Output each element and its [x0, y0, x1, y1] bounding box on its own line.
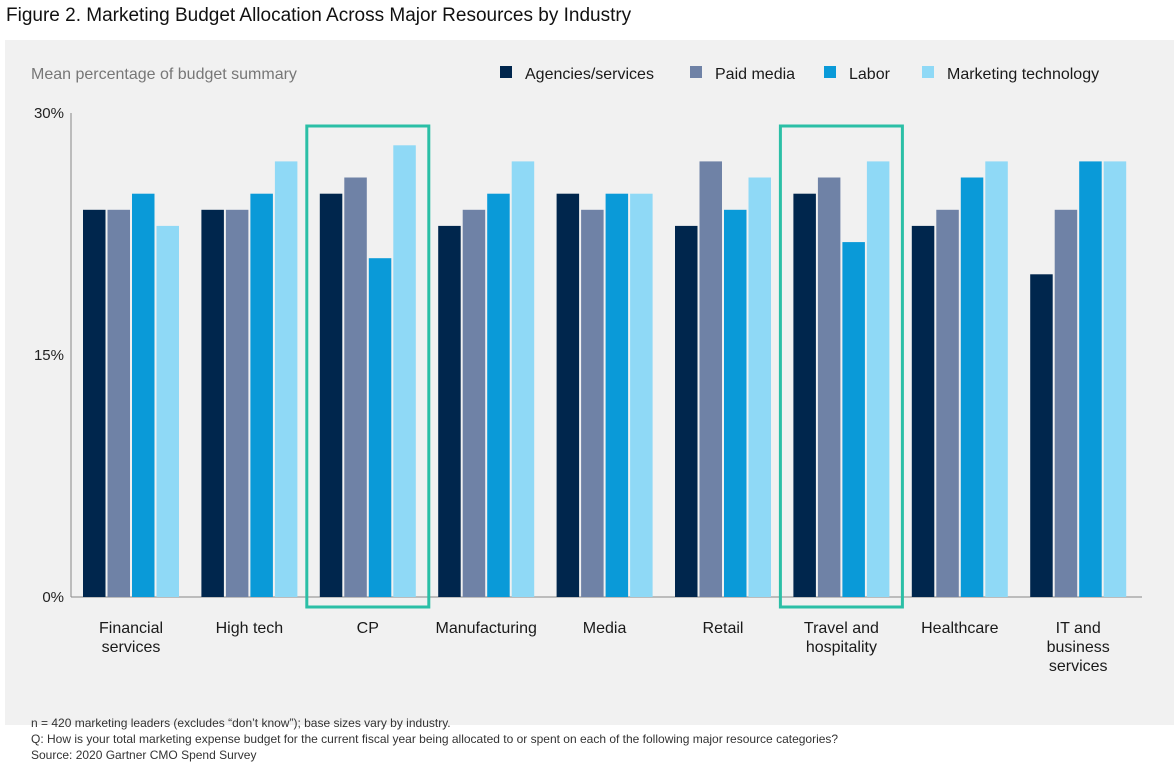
bar — [156, 225, 179, 597]
bar — [960, 177, 984, 597]
bar — [107, 209, 130, 598]
legend-label: Paid media — [715, 66, 795, 83]
bar — [748, 177, 771, 597]
chart-panel: Mean percentage of budget summary Agenci… — [5, 40, 1174, 762]
bar — [675, 225, 698, 597]
x-tick-label: services — [102, 639, 161, 656]
bar — [724, 209, 747, 598]
bar — [83, 209, 106, 598]
bar — [817, 177, 841, 597]
bar — [1030, 274, 1053, 597]
bar — [793, 193, 816, 597]
footnote-question: Q: How is your total marketing expense b… — [31, 732, 839, 746]
bar — [1079, 161, 1102, 597]
bar — [344, 177, 367, 597]
legend-swatch — [824, 66, 836, 78]
footnotes: n = 420 marketing leaders (excludes “don… — [31, 715, 838, 763]
x-tick-label: Healthcare — [921, 620, 998, 637]
bar — [201, 209, 224, 598]
bar — [699, 161, 722, 597]
legend: Agencies/services Paid media Labor Marketin… — [500, 66, 1099, 83]
x-axis-labels: Financial services High tech CP Manufacturin… — [99, 620, 1110, 675]
legend-swatch — [690, 66, 702, 78]
x-tick-label: Manufacturing — [436, 620, 537, 637]
x-tick-label: business — [1047, 639, 1110, 656]
legend-swatch — [500, 66, 512, 78]
x-tick-label: Financial — [99, 620, 163, 637]
x-tick-label: Retail — [703, 620, 744, 637]
x-tick-label: services — [1049, 658, 1108, 675]
bar — [225, 209, 249, 598]
bar — [630, 193, 653, 597]
bar-chart: Mean percentage of budget summary Agenci… — [31, 66, 1142, 675]
bar — [511, 161, 535, 597]
y-tick-label: 15% — [34, 347, 64, 364]
bar — [842, 242, 865, 597]
bar — [250, 193, 273, 597]
bar — [911, 225, 935, 597]
bar — [368, 258, 392, 597]
highlight-box — [778, 124, 904, 609]
bar — [319, 193, 343, 597]
legend-label: Agencies/services — [525, 66, 654, 83]
bar — [605, 193, 629, 597]
bar — [393, 145, 416, 598]
legend-label: Marketing technology — [947, 66, 1099, 83]
bar — [274, 161, 298, 597]
x-tick-label: IT and — [1056, 620, 1101, 637]
bar — [1103, 161, 1127, 597]
x-tick-label: hospitality — [806, 639, 877, 656]
bar — [438, 225, 461, 597]
bars — [83, 145, 1127, 598]
footnote-source: Source: 2020 Gartner CMO Spend Survey — [31, 748, 257, 762]
x-tick-label: Media — [583, 620, 627, 637]
bar — [487, 193, 510, 597]
chart-subtitle: Mean percentage of budget summary — [31, 66, 297, 83]
y-tick-label: 30% — [34, 105, 64, 122]
bar — [936, 209, 959, 598]
highlights — [305, 124, 904, 609]
bar — [462, 209, 486, 598]
legend-label: Labor — [849, 66, 891, 83]
bar — [132, 193, 155, 597]
bar — [1054, 209, 1078, 598]
bar — [985, 161, 1008, 597]
bar — [556, 193, 580, 597]
figure-title: Figure 2. Marketing Budget Allocation Ac… — [6, 5, 632, 26]
y-tick-label: 0% — [42, 589, 64, 606]
highlight-box — [305, 124, 431, 609]
x-tick-label: CP — [357, 620, 379, 637]
bar — [866, 161, 890, 597]
x-tick-label: High tech — [216, 620, 284, 637]
bar — [581, 209, 604, 598]
legend-swatch — [922, 66, 934, 78]
footnote-sample: n = 420 marketing leaders (excludes “don… — [31, 716, 451, 730]
x-tick-label: Travel and — [804, 620, 879, 637]
